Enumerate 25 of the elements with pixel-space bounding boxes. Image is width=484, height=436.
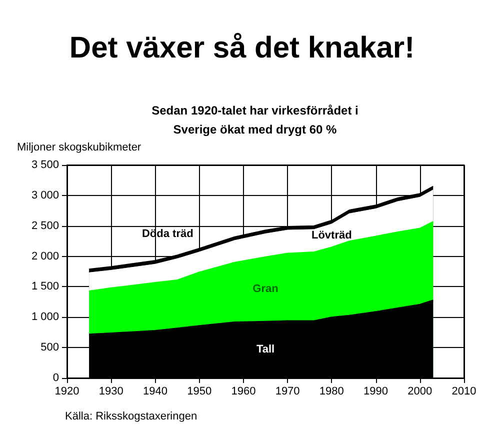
y-tick-label: 1 500 xyxy=(31,280,59,293)
y-tick-label: 0 xyxy=(52,372,59,384)
y-tick-label: 2 500 xyxy=(31,220,59,232)
series-label: Lövträd xyxy=(311,229,352,242)
x-tick-label: 1930 xyxy=(98,386,124,398)
x-tick-label: 1950 xyxy=(187,386,212,398)
y-tick-label: 500 xyxy=(40,342,59,354)
y-tick-label: 3 500 xyxy=(31,159,59,171)
x-tick-label: 1960 xyxy=(231,386,256,398)
y-tick-label: 2 000 xyxy=(31,250,59,262)
series-label: Tall xyxy=(256,344,275,356)
y-tick-label: 1 000 xyxy=(31,311,59,324)
x-tick-label: 1920 xyxy=(54,386,80,398)
text: Källa: Riksskogstaxeringen xyxy=(65,410,198,422)
chart-subtitle: Sedan 1920-talet har virkesförrådet i Sverige ökat med drygt 60 % xyxy=(152,104,358,136)
chart-title: Det växer så det knakar! xyxy=(69,32,415,64)
x-tick-label: 2000 xyxy=(408,386,432,398)
series-label: Gran xyxy=(252,283,279,296)
x-tick-label: 1940 xyxy=(142,386,168,398)
y-axis-title: Miljoner skogskubikmeter xyxy=(17,142,142,154)
x-tick-label: 1990 xyxy=(364,386,388,398)
x-tick-label: 1970 xyxy=(275,386,300,398)
x-tick-label: 1980 xyxy=(319,386,344,398)
y-tick-label: 3 000 xyxy=(31,189,59,202)
x-tick-label: 2010 xyxy=(452,386,476,398)
